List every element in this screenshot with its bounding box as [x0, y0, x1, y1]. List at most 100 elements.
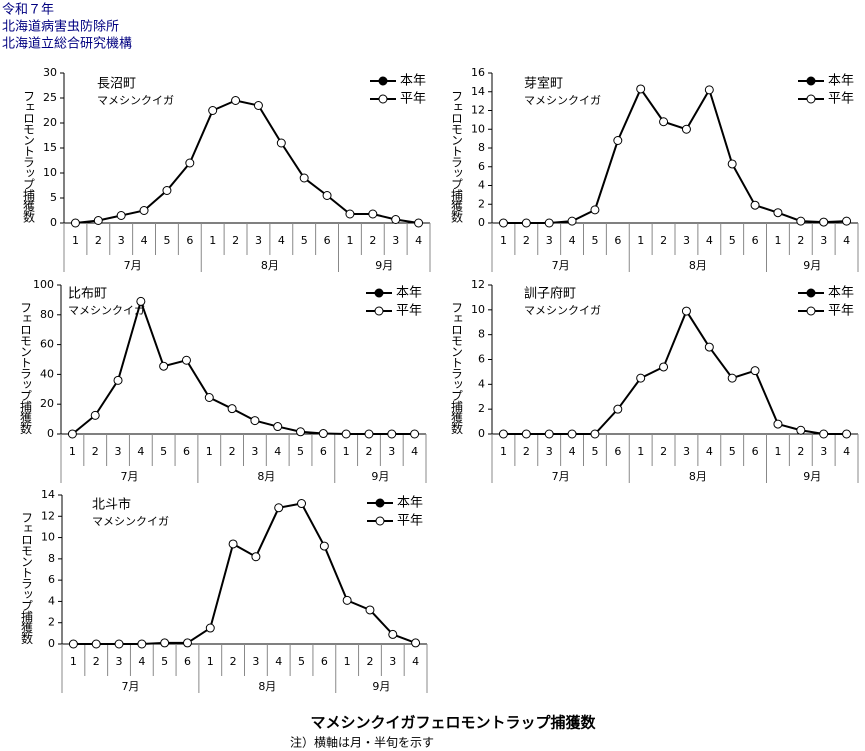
group-label: 9月 — [371, 470, 389, 483]
x-tick-label: 4 — [141, 234, 148, 247]
x-tick-label: 3 — [546, 445, 553, 458]
data-point — [842, 216, 852, 226]
data-point — [231, 96, 241, 105]
data-point — [521, 429, 531, 439]
legend-label: 平年 — [400, 92, 426, 107]
group-label: 9月 — [372, 680, 390, 693]
series-line — [73, 502, 416, 645]
data-point — [318, 429, 328, 439]
y-tick-label: 6 — [478, 160, 485, 173]
data-point — [773, 208, 783, 218]
x-tick-label: 6 — [186, 234, 193, 247]
data-point — [181, 355, 191, 365]
data-point — [342, 595, 352, 605]
data-point — [185, 158, 195, 168]
y-tick-label: 0 — [48, 637, 55, 650]
y-tick-label: 100 — [33, 278, 54, 291]
x-tick-label: 2 — [92, 445, 99, 458]
group-label: 8月 — [689, 259, 707, 272]
x-tick-label: 4 — [569, 234, 576, 247]
chart-subtitle: マメシンクイガ — [92, 515, 169, 528]
data-point — [727, 159, 737, 169]
y-axis-label: フェロモントラップ捕獲数 — [19, 302, 33, 436]
x-tick-label: 2 — [95, 234, 102, 247]
x-tick-label: 1 — [343, 445, 350, 458]
data-point — [365, 605, 375, 615]
y-tick-label: 15 — [43, 141, 57, 154]
data-point — [114, 639, 124, 649]
data-point — [273, 422, 283, 432]
x-tick-label: 1 — [774, 234, 781, 247]
x-tick-label: 3 — [118, 234, 125, 247]
x-tick-label: 1 — [774, 445, 781, 458]
legend-label: 本年 — [828, 74, 854, 89]
y-tick-label: 10 — [471, 122, 485, 135]
x-tick-label: 2 — [93, 655, 100, 668]
legend-label: 平年 — [397, 514, 423, 529]
data-point — [727, 373, 737, 383]
x-tick-label: 1 — [637, 445, 644, 458]
data-point — [70, 218, 80, 228]
x-tick-label: 4 — [415, 234, 422, 247]
y-tick-label: 20 — [43, 116, 57, 129]
data-point — [341, 429, 351, 439]
y-tick-label: 5 — [50, 191, 57, 204]
group-label: 8月 — [261, 259, 279, 272]
chart-title: 訓子府町 — [524, 286, 576, 302]
header-line: 北海道立総合研究機構 — [2, 37, 132, 52]
x-tick-label: 1 — [209, 234, 216, 247]
legend-marker — [375, 498, 385, 508]
legend-marker — [374, 288, 384, 298]
x-tick-label: 2 — [660, 445, 667, 458]
y-axis-label: フェロモントラップ捕獲数 — [450, 302, 464, 436]
data-point — [276, 138, 286, 148]
group-label: 9月 — [803, 470, 821, 483]
x-tick-label: 3 — [388, 445, 395, 458]
chart-title: 北斗市 — [92, 497, 131, 513]
data-point — [368, 209, 378, 219]
data-point — [750, 200, 760, 210]
group-label: 7月 — [552, 259, 570, 272]
data-point — [159, 361, 169, 371]
x-tick-label: 5 — [298, 655, 305, 668]
x-tick-label: 6 — [184, 655, 191, 668]
x-tick-label: 5 — [163, 234, 170, 247]
data-point — [205, 623, 215, 633]
legend-label: 平年 — [396, 304, 422, 319]
y-tick-label: 8 — [48, 552, 55, 565]
y-tick-label: 2 — [478, 402, 485, 415]
y-tick-label: 0 — [47, 427, 54, 440]
y-tick-label: 20 — [40, 397, 54, 410]
series-line — [75, 99, 419, 224]
x-tick-label: 3 — [115, 445, 122, 458]
group-label: 7月 — [121, 680, 139, 693]
y-tick-label: 4 — [48, 594, 55, 607]
chart-title: 比布町 — [68, 287, 107, 302]
data-point — [498, 218, 508, 228]
y-tick-label: 40 — [40, 367, 54, 380]
x-tick-label: 3 — [116, 655, 123, 668]
x-tick-label: 3 — [683, 445, 690, 458]
x-tick-label: 3 — [820, 445, 827, 458]
y-axis-label: フェロモントラップ捕獲数 — [20, 512, 34, 646]
x-tick-label: 2 — [660, 234, 667, 247]
header-line: 令和７年 — [2, 3, 54, 18]
data-point — [253, 101, 263, 110]
y-tick-label: 6 — [48, 573, 55, 586]
x-tick-label: 1 — [637, 234, 644, 247]
group-label: 8月 — [258, 680, 276, 693]
x-tick-label: 3 — [251, 445, 258, 458]
x-tick-label: 1 — [72, 234, 79, 247]
x-tick-label: 4 — [706, 445, 713, 458]
x-tick-label: 4 — [569, 445, 576, 458]
x-tick-label: 2 — [523, 445, 530, 458]
data-point — [590, 205, 600, 215]
legend-label: 本年 — [828, 286, 854, 301]
x-tick-label: 4 — [411, 445, 418, 458]
x-tick-label: 6 — [752, 445, 759, 458]
data-point — [704, 85, 714, 95]
data-point — [414, 218, 424, 228]
data-point — [590, 429, 600, 439]
data-point — [160, 638, 170, 648]
legend-label: 平年 — [828, 92, 854, 107]
